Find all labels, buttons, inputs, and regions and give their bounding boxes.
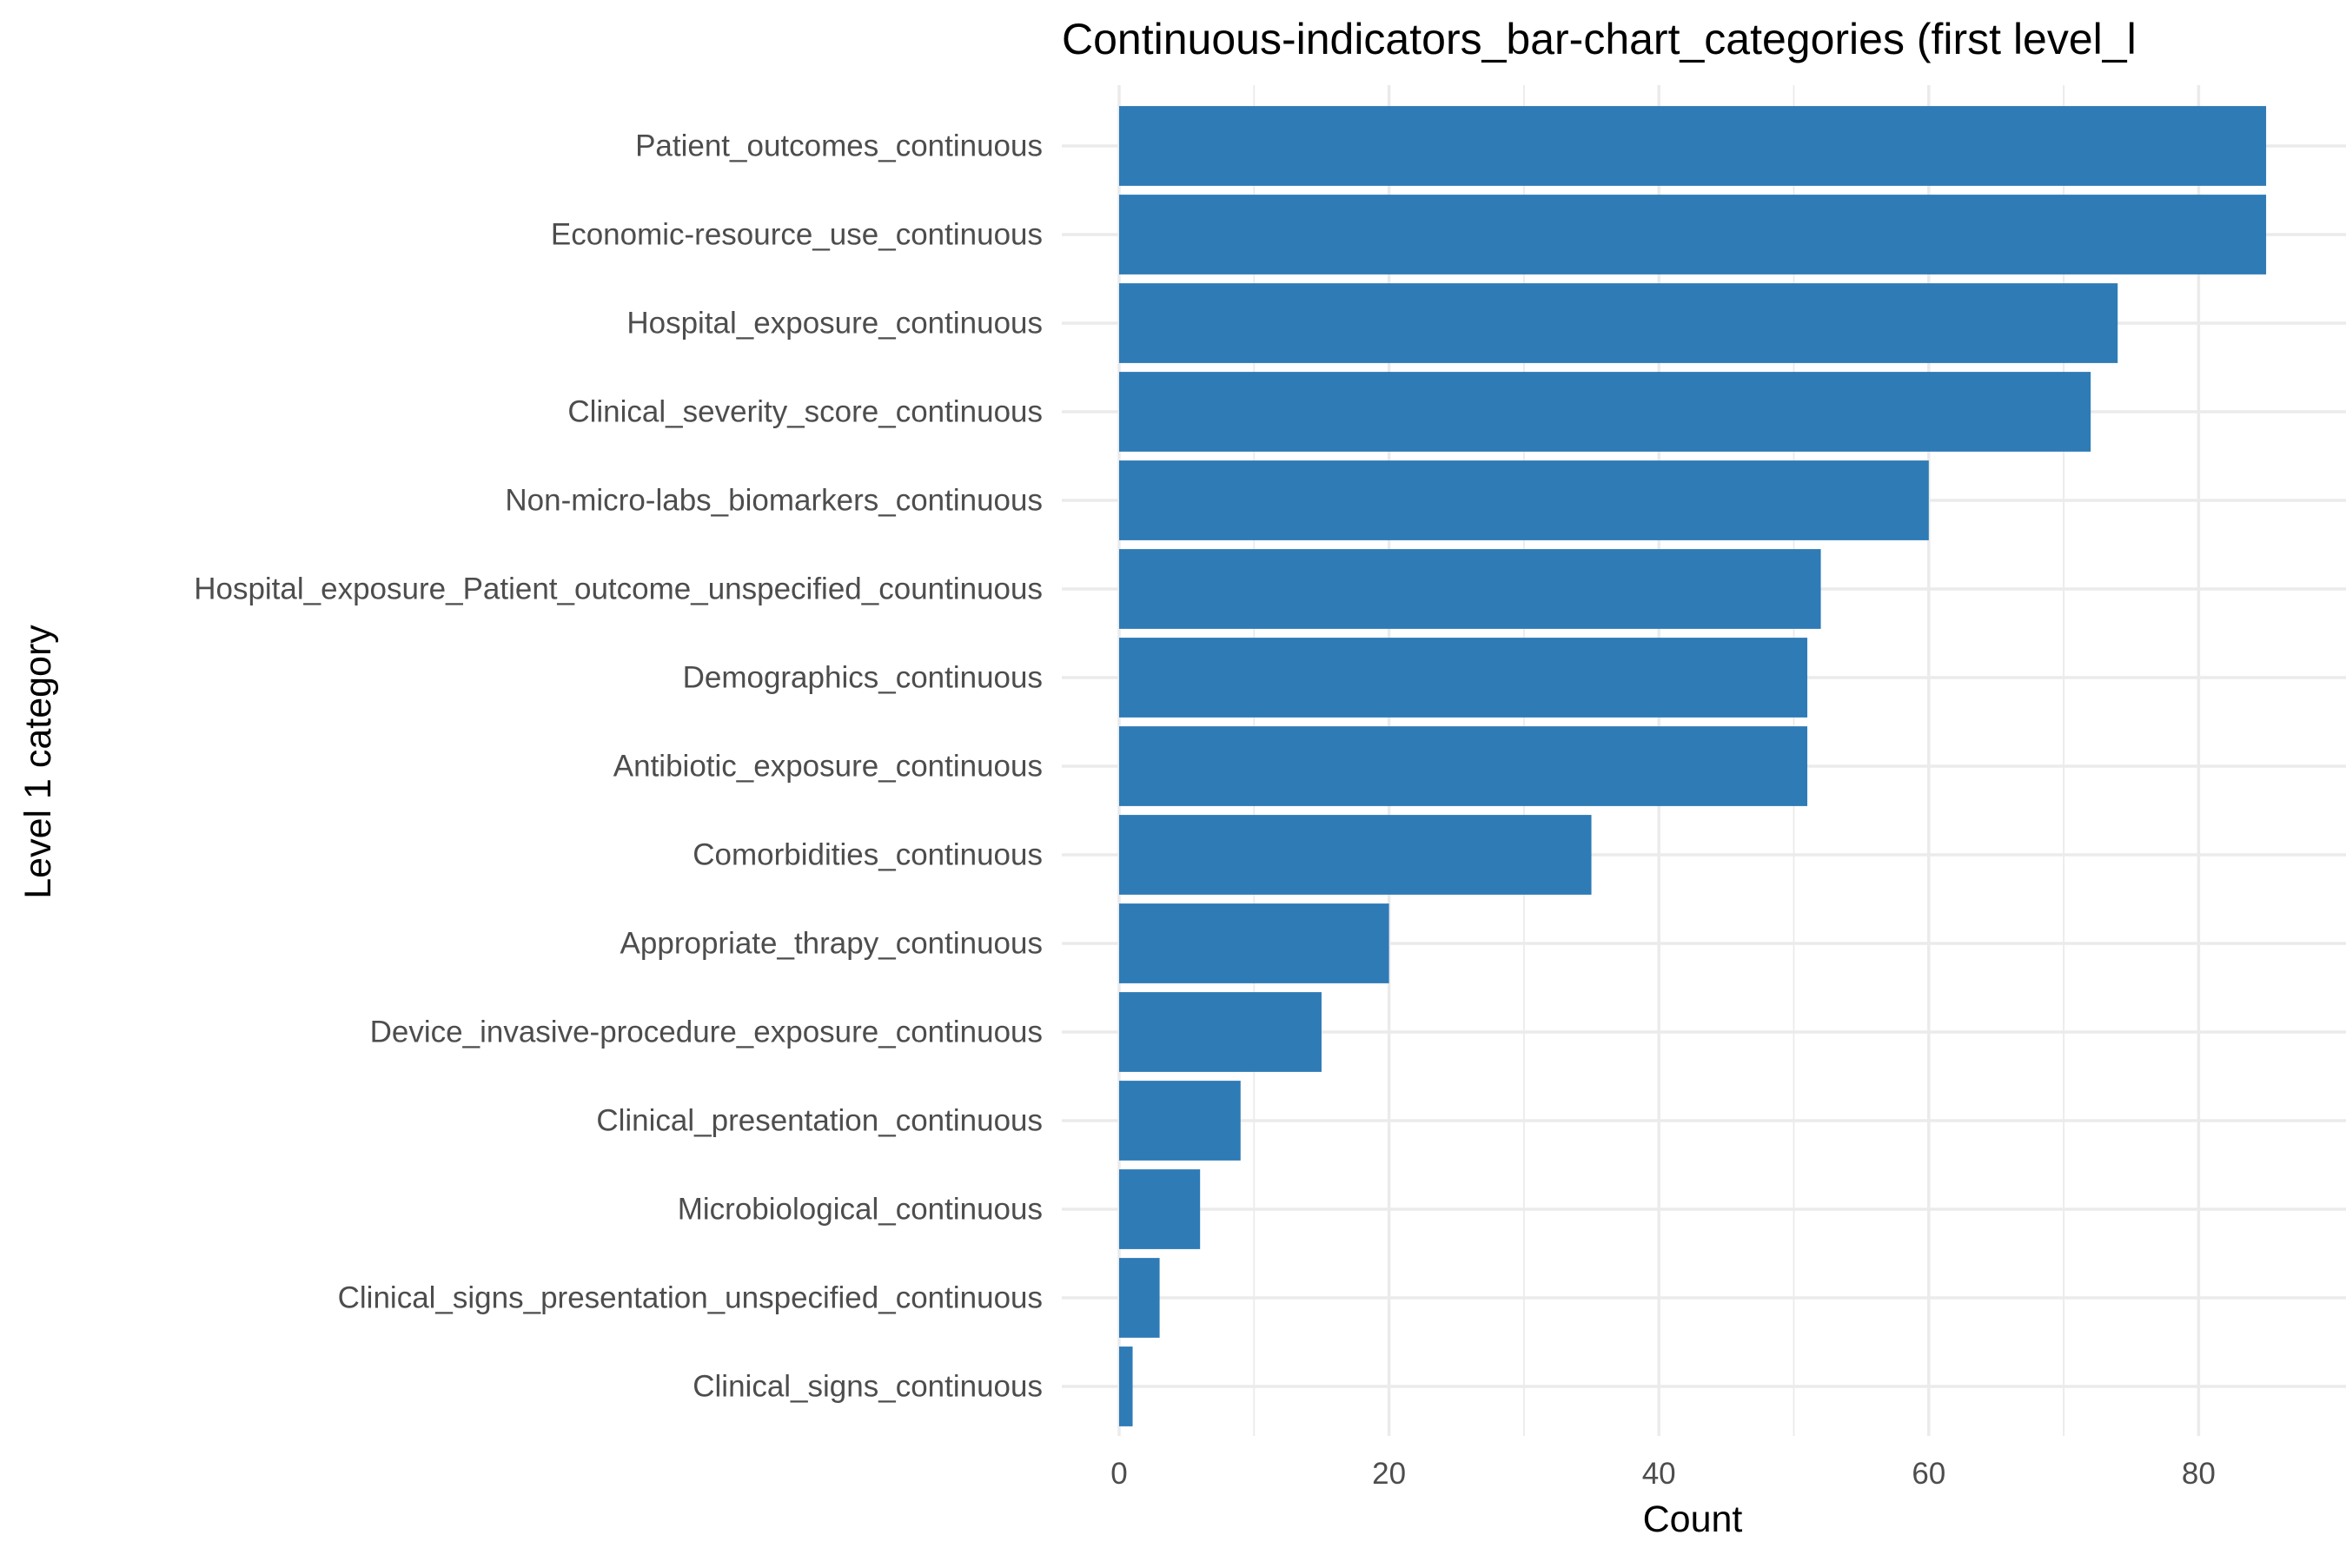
- y-tick-label: Non-micro-labs_biomarkers_continuous: [505, 484, 1043, 518]
- y-tick-label: Device_invasive-procedure_exposure_conti…: [370, 1016, 1043, 1049]
- bar: [1119, 1346, 1133, 1426]
- y-tick-label: Hospital_exposure_continuous: [626, 307, 1043, 341]
- bar: [1119, 106, 2267, 186]
- bar: [1119, 726, 1808, 806]
- y-tick-labels: Patient_outcomes_continuous Economic-reso…: [194, 129, 1043, 1404]
- chart-title: Continuous-indicators_bar-chart_categori…: [1062, 15, 2137, 63]
- y-tick-label: Demographics_continuous: [683, 661, 1043, 695]
- bar: [1119, 1169, 1201, 1249]
- x-tick-label: 40: [1642, 1457, 1676, 1491]
- y-tick-label: Clinical_signs_continuous: [693, 1370, 1043, 1404]
- y-tick-label: Microbiological_continuous: [678, 1193, 1043, 1227]
- bar: [1119, 903, 1389, 983]
- bar: [1119, 460, 1929, 540]
- bar: [1119, 283, 2118, 363]
- x-axis-title: Count: [1643, 1499, 1743, 1540]
- bar: [1119, 1081, 1241, 1161]
- y-tick-label: Clinical_signs_presentation_unspecified_…: [338, 1281, 1043, 1315]
- x-tick-label: 0: [1110, 1457, 1127, 1491]
- x-tick-labels: 0 20 40 60 80: [1110, 1457, 2216, 1491]
- bar: [1119, 372, 2091, 452]
- y-tick-label: Appropriate_thrapy_continuous: [620, 927, 1043, 961]
- y-axis-title: Level 1 category: [17, 625, 59, 899]
- bar: [1119, 638, 1808, 718]
- bar: [1119, 195, 2267, 275]
- y-tick-label: Clinical_presentation_continuous: [596, 1104, 1043, 1138]
- bar: [1119, 992, 1322, 1072]
- x-tick-label: 80: [2182, 1457, 2216, 1491]
- y-tick-label: Economic-resource_use_continuous: [551, 218, 1043, 252]
- bar: [1119, 549, 1821, 629]
- bars: [1119, 106, 2267, 1426]
- y-tick-label: Antibiotic_exposure_continuous: [613, 750, 1043, 784]
- y-tick-label: Clinical_severity_score_continuous: [567, 395, 1043, 429]
- bar: [1119, 1258, 1160, 1338]
- y-tick-label: Comorbidities_continuous: [693, 838, 1043, 872]
- x-tick-label: 20: [1372, 1457, 1406, 1491]
- y-tick-label: Hospital_exposure_Patient_outcome_unspec…: [194, 572, 1043, 606]
- x-tick-label: 60: [1912, 1457, 1945, 1491]
- bar: [1119, 815, 1592, 895]
- y-tick-label: Patient_outcomes_continuous: [635, 129, 1043, 163]
